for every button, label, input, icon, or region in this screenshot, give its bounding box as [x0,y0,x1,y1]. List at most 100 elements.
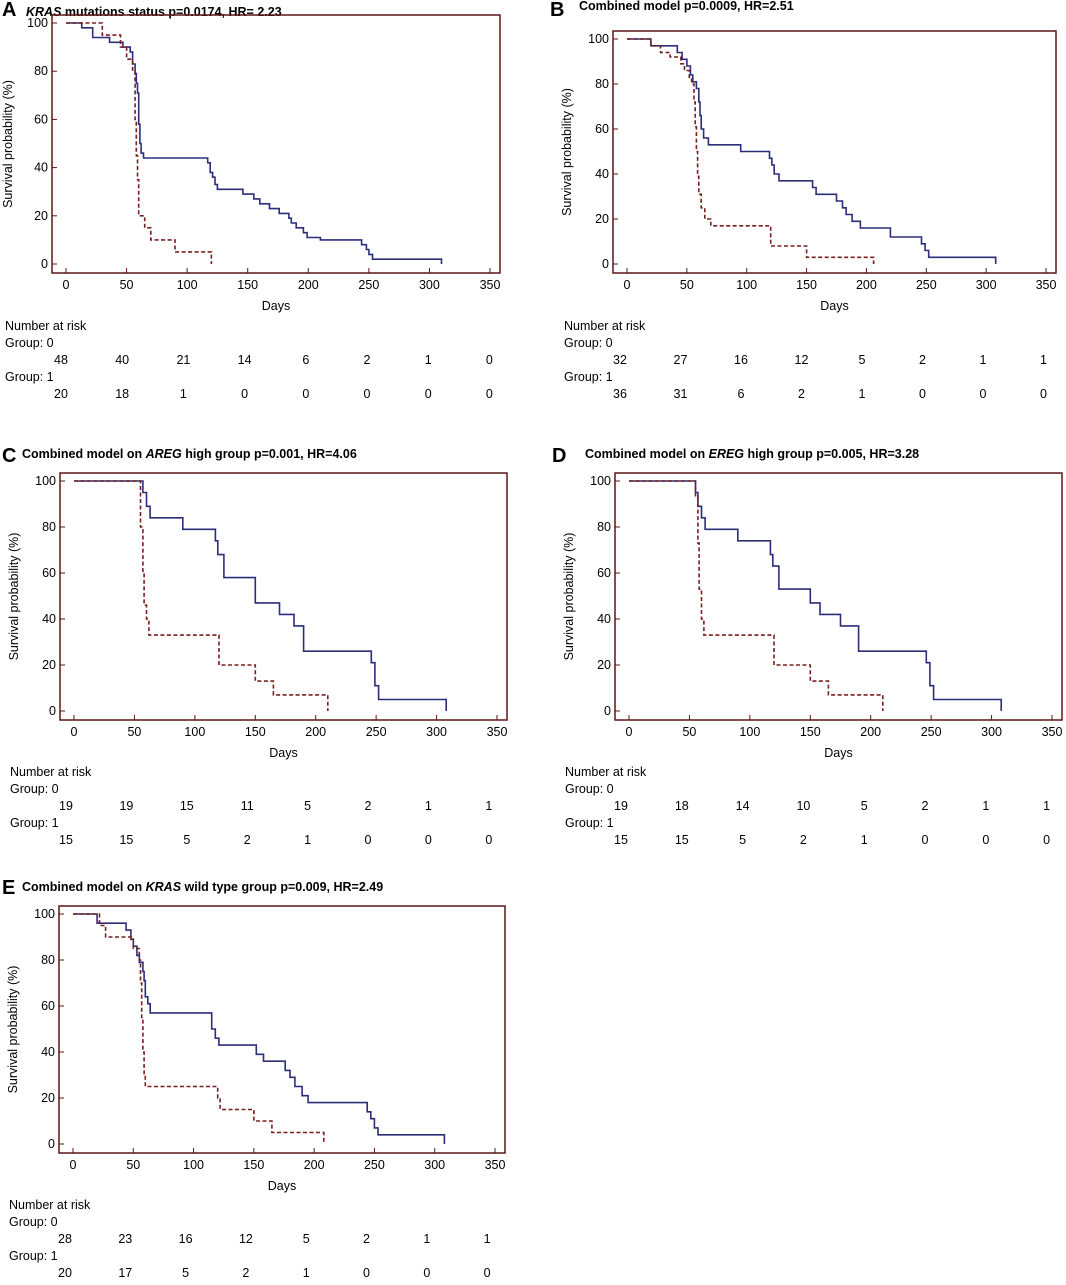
x-tick-label: 200 [298,278,319,292]
y-axis-label: Survival probability (%) [7,533,21,661]
risk-count: 1 [982,799,989,813]
risk-count: 0 [363,1266,370,1280]
x-tick-label: 50 [120,278,134,292]
title-part: wild type group p=0.009, HR=2.49 [181,880,383,894]
survival-curve-group-0 [66,22,443,264]
x-tick-label: 250 [921,725,942,739]
y-tick-label: 20 [42,658,56,672]
risk-count: 2 [922,799,929,813]
risk-count: 5 [861,799,868,813]
risk-group-label: Group: 0 [10,782,59,796]
risk-count: 5 [182,1266,189,1280]
title-part: high group p=0.001, HR=4.06 [182,447,357,461]
x-tick-label: 250 [358,278,379,292]
y-tick-label: 0 [604,704,611,718]
plot-frame [614,472,1063,721]
x-tick-label: 50 [682,725,696,739]
y-tick-label: 60 [34,112,48,126]
panel-title: KRAS mutations status p=0.0174, HR= 2.23 [26,5,282,19]
y-tick-label: 100 [588,32,609,46]
y-tick-label: 60 [41,999,55,1013]
risk-count: 27 [674,353,688,367]
x-tick-label: 250 [366,725,387,739]
survival-curve-group-0 [74,480,447,711]
risk-group-label: Group: 1 [9,1249,58,1263]
title-part: EREG [709,447,745,461]
panel-letter: B [550,0,564,21]
x-tick-label: 250 [364,1158,385,1172]
panel-title: Combined model on EREG high group p=0.00… [585,447,919,461]
plot-frame [51,14,501,274]
x-tick-label: 100 [177,278,198,292]
y-tick-label: 100 [35,474,56,488]
risk-table-header: Number at risk [10,765,92,779]
risk-count: 1 [1043,799,1050,813]
x-tick-label: 300 [976,278,997,292]
panel-letter: E [2,877,15,899]
y-tick-label: 100 [34,907,55,921]
y-tick-label: 0 [48,1137,55,1151]
risk-count: 15 [59,833,73,847]
risk-count: 17 [118,1266,132,1280]
risk-count: 0 [919,387,926,401]
risk-group-label: Group: 1 [10,816,59,830]
x-tick-label: 0 [70,1158,77,1172]
survival-curve-group-1 [627,38,875,264]
risk-count: 48 [54,353,68,367]
risk-count: 0 [1040,387,1047,401]
x-tick-label: 350 [487,725,508,739]
y-axis-label: Survival probability (%) [1,80,15,208]
x-tick-label: 350 [485,1158,506,1172]
y-tick-label: 0 [49,704,56,718]
risk-count: 15 [119,833,133,847]
risk-count: 2 [363,1232,370,1246]
title-part: Combined model p=0.0009, HR=2.51 [579,0,794,13]
x-tick-label: 100 [736,278,757,292]
risk-count: 14 [238,353,252,367]
plot-frame [59,472,508,721]
x-tick-label: 150 [237,278,258,292]
title-part: mutations status p=0.0174, HR= 2.23 [61,5,281,19]
risk-count: 0 [365,833,372,847]
risk-count: 0 [364,387,371,401]
x-axis-label: Days [269,746,297,760]
risk-count: 0 [922,833,929,847]
y-tick-label: 40 [34,161,48,175]
risk-count: 1 [859,387,866,401]
risk-count: 12 [795,353,809,367]
y-tick-label: 60 [595,122,609,136]
risk-count: 2 [364,353,371,367]
risk-count: 1 [423,1232,430,1246]
risk-count: 2 [919,353,926,367]
survival-curve-group-1 [73,913,325,1144]
survival-curve-group-0 [627,38,997,264]
title-part: high group p=0.005, HR=3.28 [744,447,919,461]
risk-count: 36 [613,387,627,401]
risk-count: 5 [304,799,311,813]
y-tick-label: 40 [597,612,611,626]
risk-count: 15 [614,833,628,847]
risk-count: 23 [118,1232,132,1246]
x-axis-label: Days [268,1179,296,1193]
x-tick-label: 250 [916,278,937,292]
risk-count: 11 [241,799,254,813]
y-tick-label: 0 [602,257,609,271]
y-tick-label: 20 [34,209,48,223]
survival-curve-group-1 [629,480,884,711]
x-tick-label: 50 [126,1158,140,1172]
panel-b: B Combined model p=0.0009, HR=2.510204060… [550,0,1057,401]
risk-count: 2 [365,799,372,813]
x-tick-label: 300 [424,1158,445,1172]
risk-count: 0 [1043,833,1050,847]
x-tick-label: 200 [856,278,877,292]
y-tick-label: 100 [27,16,48,30]
x-tick-label: 0 [626,725,633,739]
risk-count: 2 [800,833,807,847]
y-axis-label: Survival probability (%) [562,533,576,661]
risk-count: 6 [738,387,745,401]
y-tick-label: 40 [42,612,56,626]
x-tick-label: 150 [243,1158,264,1172]
panel-letter: A [2,0,16,21]
